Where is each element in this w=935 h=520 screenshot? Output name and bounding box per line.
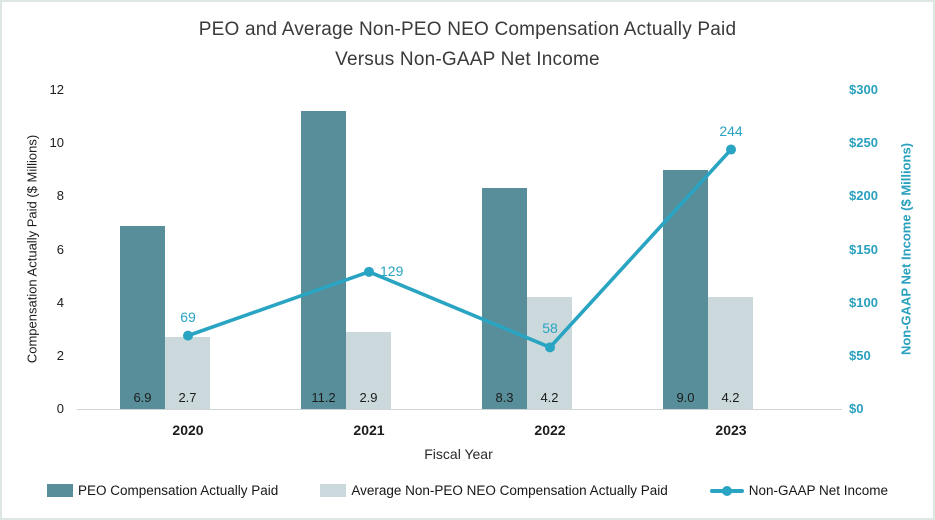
line-value-label: 69: [180, 308, 196, 325]
legend-item-peo: PEO Compensation Actually Paid: [46, 483, 279, 498]
peo-bar: [482, 188, 527, 409]
x-axis-tick-label: 2020: [172, 422, 204, 438]
bar-value-label: 11.2: [311, 390, 336, 405]
peo-bar: [663, 169, 708, 409]
line-value-label: 129: [380, 262, 404, 279]
bar-value-label: 6.9: [133, 390, 152, 405]
left-axis-tick-label: 4: [56, 294, 64, 310]
left-axis-tick-label: 8: [56, 188, 64, 204]
legend-label-neo: Average Non-PEO NEO Compensation Actuall…: [351, 483, 668, 498]
chart-title-line2: Versus Non-GAAP Net Income: [335, 49, 600, 70]
x-axis-tick-label: 2022: [534, 422, 566, 438]
line-point-marker: [726, 144, 736, 155]
left-axis-tick-label: 10: [49, 135, 64, 151]
peo-bar: [120, 225, 165, 409]
peo-bar-swatch-icon: [46, 484, 73, 497]
left-axis-tick-label: 2: [56, 347, 64, 363]
bar-value-label: 2.9: [359, 390, 378, 405]
legend-label-netincome: Non-GAAP Net Income: [748, 483, 889, 498]
right-axis-tick-label: $150: [849, 241, 878, 257]
bar-value-label: 4.2: [540, 390, 559, 405]
right-axis-tick-label: $250: [849, 135, 878, 151]
x-axis-line: [77, 409, 842, 410]
legend-item-netincome: Non-GAAP Net Income: [709, 483, 889, 498]
left-axis-tick-label: 6: [56, 241, 64, 257]
left-axis-tick-label: 0: [56, 401, 64, 416]
right-axis-tick-label: $300: [849, 82, 878, 97]
right-axis-tick-label: $200: [849, 188, 878, 204]
x-axis-tick-label: 2023: [715, 422, 747, 438]
legend: PEO Compensation Actually Paid Average N…: [2, 483, 933, 498]
bar-value-label: 9.0: [676, 390, 695, 405]
legend-label-peo: PEO Compensation Actually Paid: [77, 483, 279, 498]
legend-item-neo: Average Non-PEO NEO Compensation Actuall…: [320, 483, 668, 498]
peo-bar: [301, 111, 346, 409]
chart-title-line1: PEO and Average Non-PEO NEO Compensation…: [198, 19, 737, 40]
right-axis-tick-label: $50: [849, 347, 871, 363]
bar-value-label: 8.3: [495, 390, 514, 405]
right-axis-tick-label: $0: [849, 401, 864, 416]
left-axis-tick-label: 12: [49, 82, 64, 97]
neo-bar-swatch-icon: [320, 484, 347, 497]
line-value-label: 58: [542, 320, 558, 337]
right-axis-title: Non-GAAP Net Income ($ Millions): [898, 142, 914, 356]
chart-title: PEO and Average Non-PEO NEO Compensation…: [2, 15, 933, 75]
right-axis-tick-label: $100: [849, 294, 878, 310]
x-axis-tick-label: 2021: [353, 422, 385, 438]
line-value-label: 244: [719, 122, 743, 139]
bar-value-label: 2.7: [178, 390, 197, 405]
x-axis-title: Fiscal Year: [424, 446, 493, 462]
line-marker-swatch-icon: [709, 484, 744, 497]
bar-value-label: 4.2: [721, 390, 740, 405]
line-point-marker: [364, 266, 374, 277]
